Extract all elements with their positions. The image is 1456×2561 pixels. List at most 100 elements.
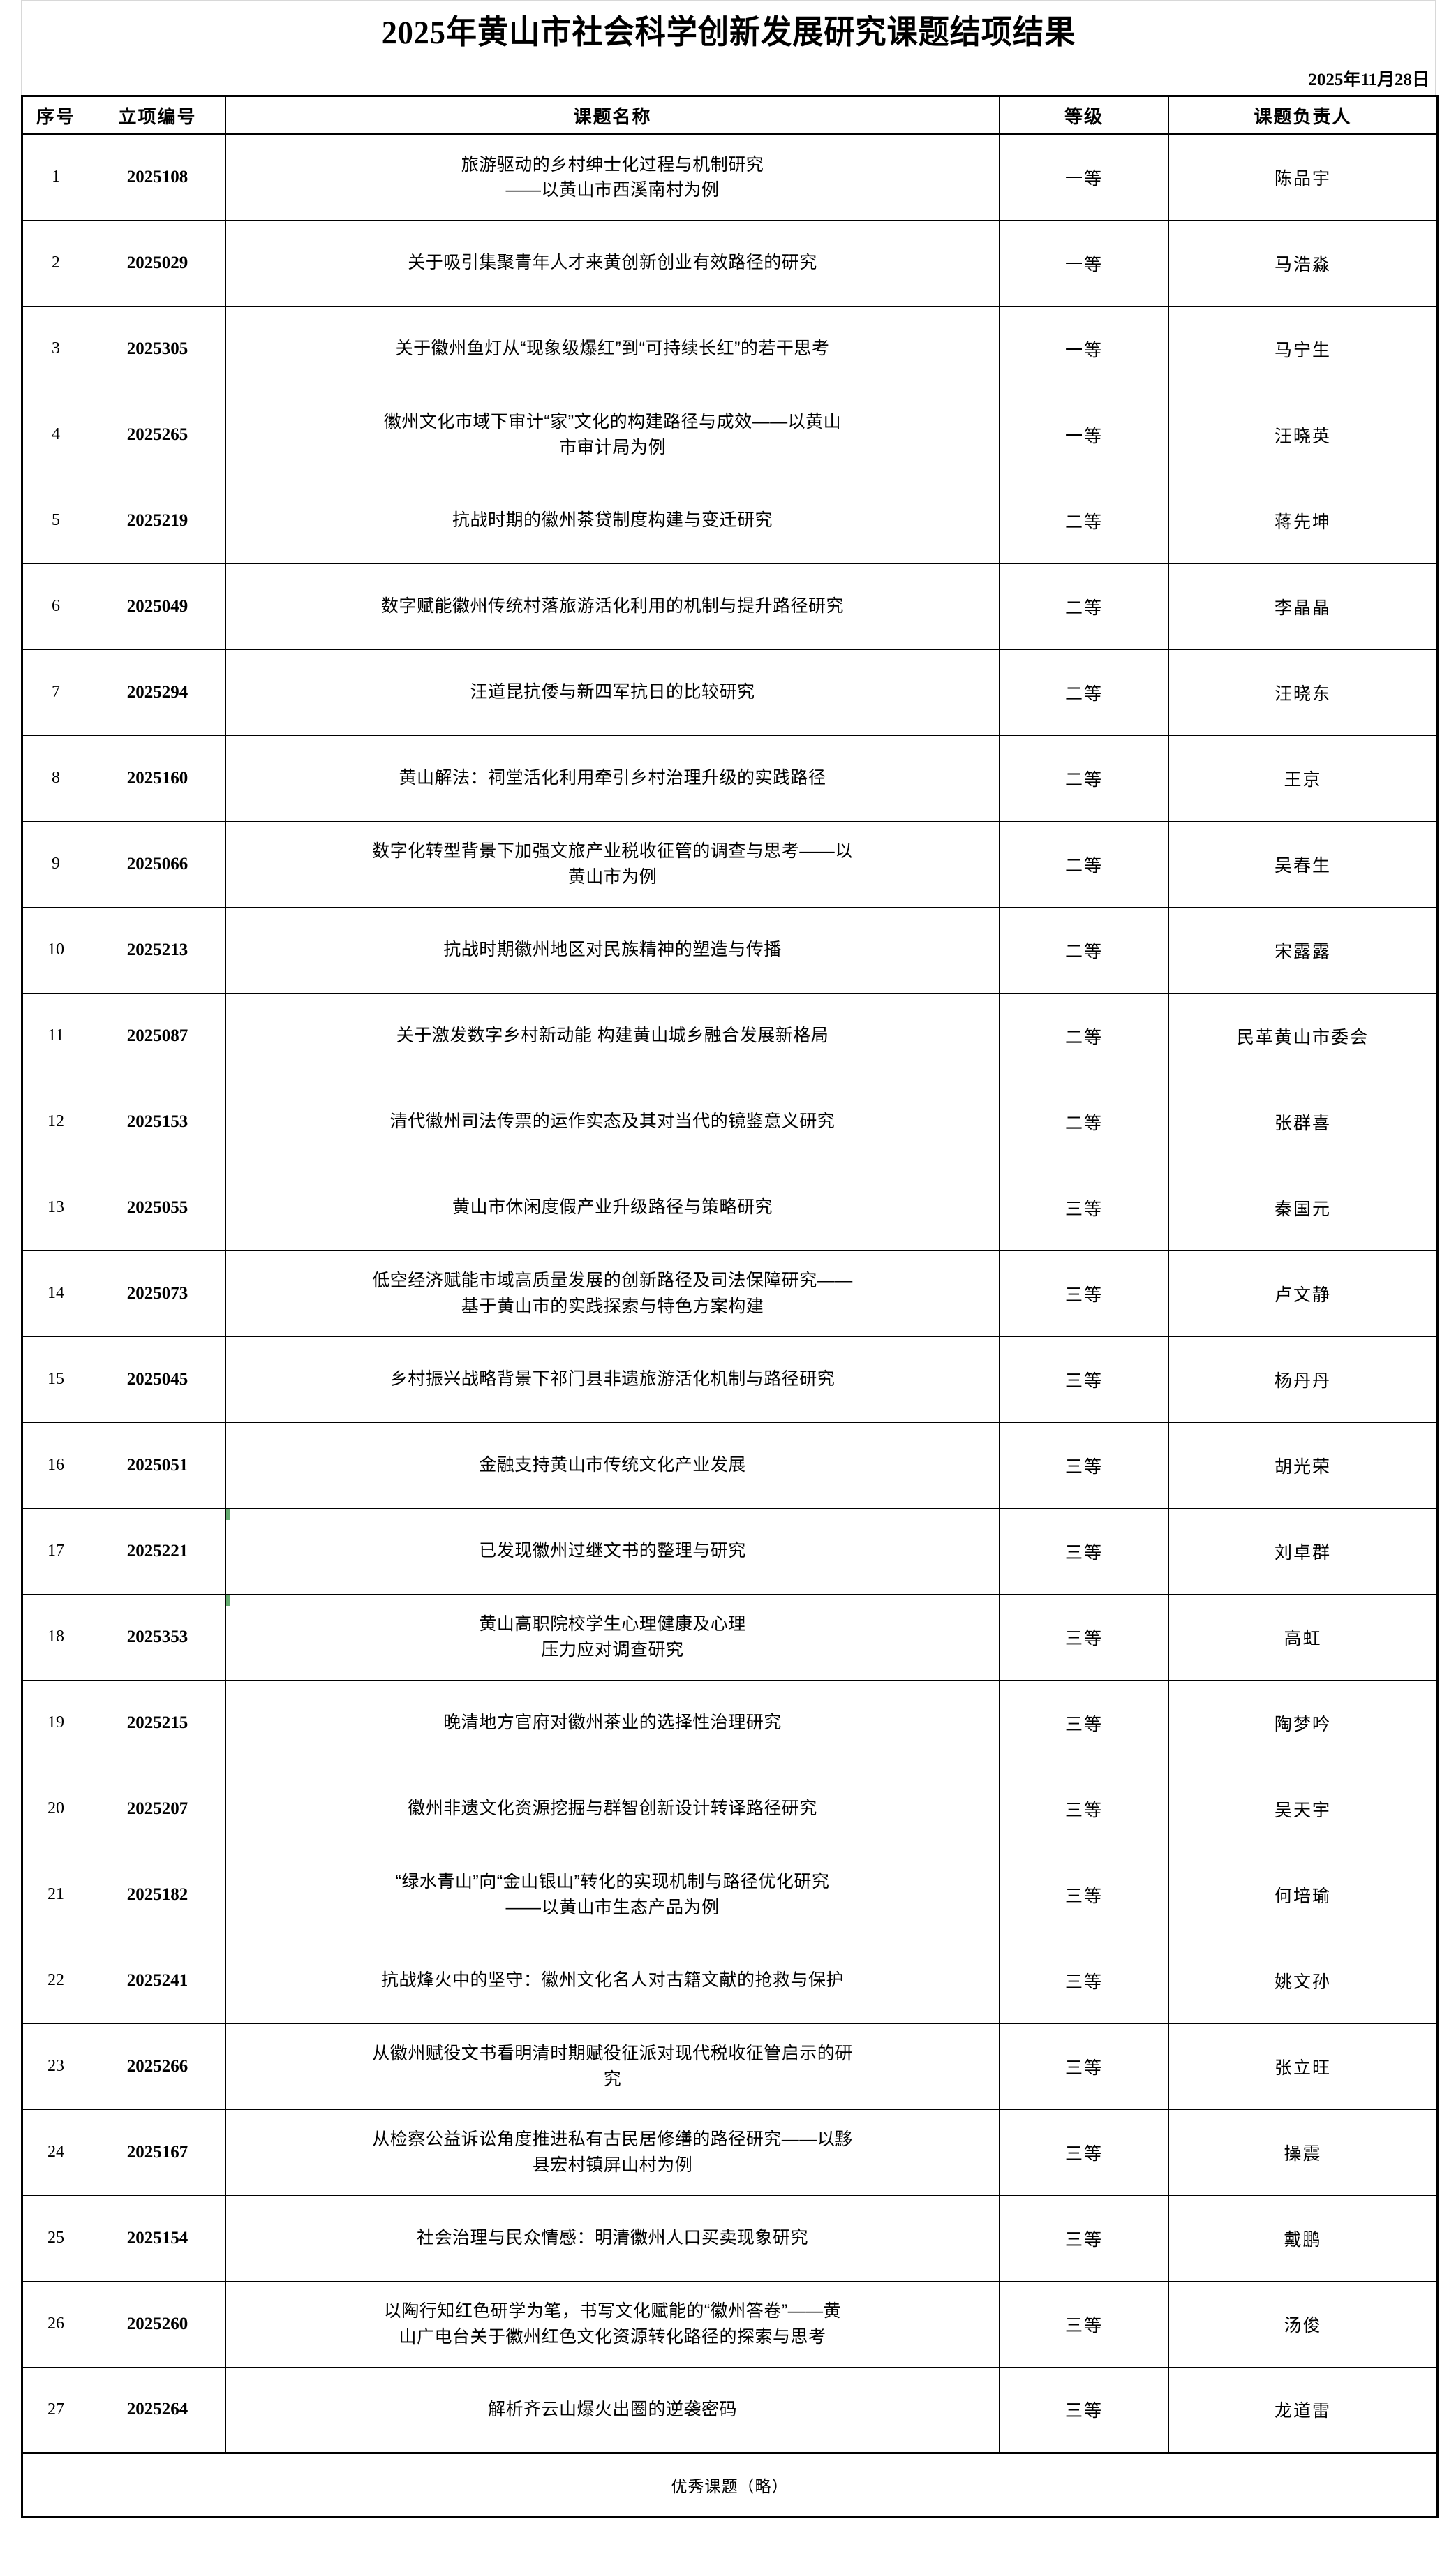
title-line: 县宏村镇屏山村为例 [532, 2155, 693, 2175]
title-line: 徽州非遗文化资源挖掘与群智创新设计转译路径研究 [408, 1799, 817, 1819]
title-line: 以陶行知红色研学为笔，书写文化赋能的“徽州答卷”——黄 [383, 2301, 842, 2322]
table-footer: 优秀课题（略） [22, 2451, 1438, 2518]
table-row: 18 2025353 黄山高职院校学生心理健康及心理 压力应对调查研究 三等 高虹 [22, 1593, 1438, 1681]
cell-owner: 陶梦吟 [1168, 1679, 1438, 1766]
cell-owner: 民革黄山市委会 [1168, 992, 1438, 1079]
column-header-owner: 课题负责人 [1168, 96, 1438, 135]
table-row: 6 2025049 数字赋能徽州传统村落旅游活化利用的机制与提升路径研究 二等 李晶晶 [22, 563, 1438, 650]
cell-index: 5 [22, 477, 89, 564]
table-row: 24 2025167 从检察公益诉讼角度推进私有古民居修缮的路径研究——以黟 县宏村镇… [22, 2109, 1438, 2196]
cell-project-code: 2025154 [89, 2194, 226, 2282]
cell-project-title: 黄山解法：祠堂活化利用牵引乡村治理升级的实践路径 [225, 735, 1000, 822]
cell-index: 14 [22, 1250, 89, 1337]
cell-owner: 张群喜 [1168, 1078, 1438, 1165]
cell-index: 23 [22, 2023, 89, 2110]
cell-owner: 吴春生 [1168, 820, 1438, 908]
cell-index: 4 [22, 391, 89, 478]
cell-index: 17 [22, 1507, 89, 1595]
cell-project-code: 2025073 [89, 1250, 226, 1337]
cell-project-code: 2025305 [89, 305, 226, 392]
cell-owner: 秦国元 [1168, 1164, 1438, 1251]
table-row: 2 2025029 关于吸引集聚青年人才来黄创新创业有效路径的研究 一等 马浩淼 [22, 219, 1438, 307]
cell-grade: 三等 [999, 1937, 1169, 2024]
table-row: 9 2025066 数字化转型背景下加强文旅产业税收征管的调查与思考——以 黄山市为例… [22, 820, 1438, 908]
cell-project-title: 数字赋能徽州传统村落旅游活化利用的机制与提升路径研究 [225, 563, 1000, 650]
date-band: 2025年11月28日 [21, 64, 1436, 95]
cell-project-title: 抗战烽火中的坚守：徽州文化名人对古籍文献的抢救与保护 [225, 1937, 1000, 2024]
cell-index: 19 [22, 1679, 89, 1766]
table-row: 8 2025160 黄山解法：祠堂活化利用牵引乡村治理升级的实践路径 二等 王京 [22, 735, 1438, 822]
table-row: 25 2025154 社会治理与民众情感：明清徽州人口买卖现象研究 三等 戴鹏 [22, 2194, 1438, 2282]
cell-grade: 二等 [999, 820, 1169, 908]
cell-project-code: 2025167 [89, 2109, 226, 2196]
cell-grade: 三等 [999, 1593, 1169, 1681]
cell-owner: 马浩淼 [1168, 219, 1438, 307]
cell-grade: 三等 [999, 1851, 1169, 1938]
cell-project-title: 清代徽州司法传票的运作实态及其对当代的镜鉴意义研究 [225, 1078, 1000, 1165]
cell-project-title: 从检察公益诉讼角度推进私有古民居修缮的路径研究——以黟 县宏村镇屏山村为例 [225, 2109, 1000, 2196]
title-line: 解析齐云山爆火出圈的逆袭密码 [487, 2399, 737, 2419]
cell-project-title: 低空经济赋能市域高质量发展的创新路径及司法保障研究—— 基于黄山市的实践探索与特色… [225, 1250, 1000, 1337]
cell-index: 10 [22, 906, 89, 994]
cell-project-title: 数字化转型背景下加强文旅产业税收征管的调查与思考——以 黄山市为例 [225, 820, 1000, 908]
cell-owner: 王京 [1168, 735, 1438, 822]
table-row: 3 2025305 关于徽州鱼灯从“现象级爆红”到“可持续长红”的若干思考 一等 马宁生 [22, 305, 1438, 392]
cell-project-code: 2025207 [89, 1765, 226, 1852]
title-line: 黄山市休闲度假产业升级路径与策略研究 [452, 1197, 773, 1218]
table-row: 7 2025294 汪道昆抗倭与新四军抗日的比较研究 二等 汪晓东 [22, 649, 1438, 736]
cell-owner: 胡光荣 [1168, 1422, 1438, 1509]
cell-project-title: 从徽州赋役文书看明清时期赋役征派对现代税收征管启示的研究 [225, 2023, 1000, 2110]
table-row: 21 2025182 “绿水青山”向“金山银山”转化的实现机制与路径优化研究 ——以黄… [22, 1851, 1438, 1938]
table-row: 5 2025219 抗战时期的徽州茶贷制度构建与变迁研究 二等 蒋先坤 [22, 477, 1438, 564]
cell-grade: 三等 [999, 1765, 1169, 1852]
title-line: ——以黄山市生态产品为例 [505, 1897, 720, 1917]
column-header-grade: 等级 [999, 96, 1169, 135]
cell-index: 16 [22, 1422, 89, 1509]
title-line: ——以黄山市西溪南村为例 [505, 179, 720, 200]
cell-grade: 二等 [999, 992, 1169, 1079]
title-line: 数字化转型背景下加强文旅产业税收征管的调查与思考——以 [372, 841, 853, 862]
table-row: 17 2025221 已发现徽州过继文书的整理与研究 三等 刘卓群 [22, 1507, 1438, 1595]
cell-project-title: 徽州文化市域下审计“家”文化的构建路径与成效——以黄山 市审计局为例 [225, 391, 1000, 478]
cell-index: 24 [22, 2109, 89, 2196]
cell-owner: 宋露露 [1168, 906, 1438, 994]
cell-grade: 一等 [999, 391, 1169, 478]
cell-project-title: 关于激发数字乡村新动能 构建黄山城乡融合发展新格局 [225, 992, 1000, 1079]
cell-index: 15 [22, 1336, 89, 1423]
cell-owner: 汪晓东 [1168, 649, 1438, 736]
table-row: 23 2025266 从徽州赋役文书看明清时期赋役征派对现代税收征管启示的研究三等张… [22, 2023, 1438, 2110]
title-line: 究 [603, 2069, 622, 2089]
cell-project-title: 黄山高职院校学生心理健康及心理 压力应对调查研究 [225, 1593, 1000, 1681]
cell-project-title: 抗战时期的徽州茶贷制度构建与变迁研究 [225, 477, 1000, 564]
cell-project-title: 社会治理与民众情感：明清徽州人口买卖现象研究 [225, 2194, 1000, 2282]
cell-index: 3 [22, 305, 89, 392]
cell-grade: 三等 [999, 1422, 1169, 1509]
cell-index: 18 [22, 1593, 89, 1681]
cell-project-title: 汪道昆抗倭与新四军抗日的比较研究 [225, 649, 1000, 736]
cell-owner: 卢文静 [1168, 1250, 1438, 1337]
cell-grade: 二等 [999, 906, 1169, 994]
cell-project-code: 2025055 [89, 1164, 226, 1251]
title-line: 黄山解法：祠堂活化利用牵引乡村治理升级的实践路径 [399, 768, 826, 788]
title-line: 市审计局为例 [558, 437, 666, 457]
cell-index: 8 [22, 735, 89, 822]
cell-project-title: 金融支持黄山市传统文化产业发展 [225, 1422, 1000, 1509]
cell-project-code: 2025153 [89, 1078, 226, 1165]
cell-grade: 三等 [999, 1336, 1169, 1423]
cell-index: 12 [22, 1078, 89, 1165]
cell-grade: 三等 [999, 1507, 1169, 1595]
table-row: 14 2025073 低空经济赋能市域高质量发展的创新路径及司法保障研究—— 基于黄山… [22, 1250, 1438, 1337]
cell-project-title: “绿水青山”向“金山银山”转化的实现机制与路径优化研究 ——以黄山市生态产品为例 [225, 1851, 1000, 1938]
footer-row: 优秀课题（略） [22, 2451, 1438, 2518]
title-line: 清代徽州司法传票的运作实态及其对当代的镜鉴意义研究 [389, 1112, 835, 1132]
cell-owner: 高虹 [1168, 1593, 1438, 1681]
cell-project-title: 乡村振兴战略背景下祁门县非遗旅游活化机制与路径研究 [225, 1336, 1000, 1423]
table-row: 26 2025260 以陶行知红色研学为笔，书写文化赋能的“徽州答卷”——黄 山广电台… [22, 2280, 1438, 2368]
cell-project-code: 2025266 [89, 2023, 226, 2110]
title-line: 抗战烽火中的坚守：徽州文化名人对古籍文献的抢救与保护 [380, 1970, 844, 1991]
cell-grade: 三等 [999, 2366, 1169, 2453]
table-row: 10 2025213 抗战时期徽州地区对民族精神的塑造与传播 二等 宋露露 [22, 906, 1438, 994]
cell-index: 7 [22, 649, 89, 736]
title-line: 山广电台关于徽州红色文化资源转化路径的探索与思考 [399, 2326, 826, 2347]
